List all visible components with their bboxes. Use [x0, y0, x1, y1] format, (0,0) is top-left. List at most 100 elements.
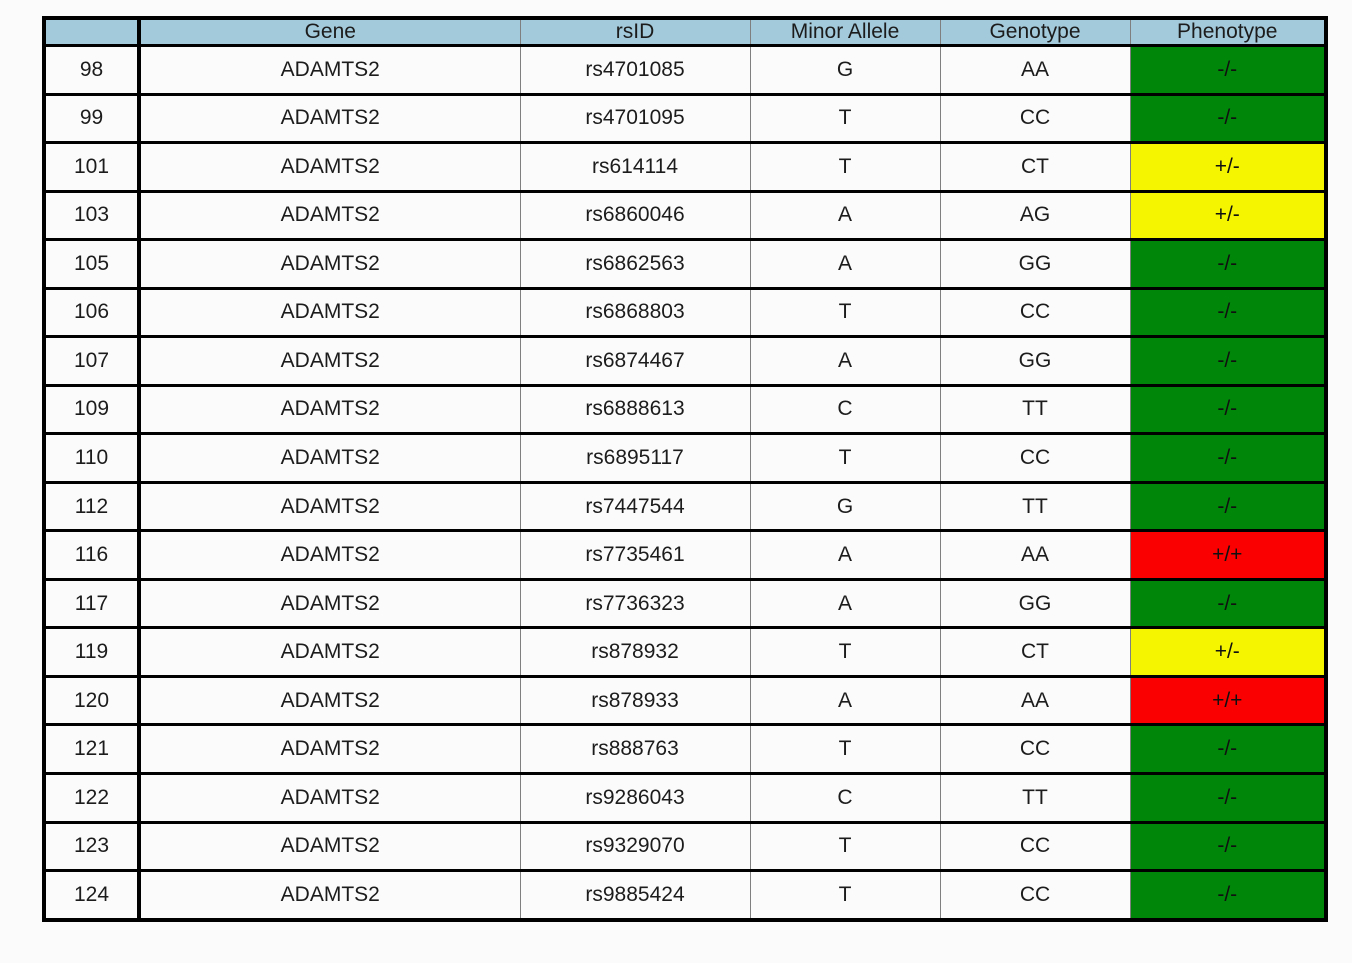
header-gene: Gene — [138, 16, 521, 47]
genotype-cell: AG — [939, 189, 1131, 242]
minor-allele-cell: T — [749, 92, 941, 145]
minor-allele-cell: G — [749, 44, 941, 96]
genotype-cell: CT — [939, 626, 1131, 678]
row-number-cell: 123 — [43, 820, 141, 873]
row-number-cell: 99 — [43, 92, 141, 145]
genotype-cell: AA — [939, 529, 1131, 581]
row-number-cell: 110 — [43, 432, 141, 484]
gene-cell: ADAMTS2 — [138, 189, 521, 242]
gene-cell: ADAMTS2 — [138, 869, 521, 922]
table-row: 105 ADAMTS2 rs6862563 A GG -/- — [43, 238, 1327, 290]
minor-allele-cell: A — [749, 189, 941, 242]
table-body: 98 ADAMTS2 rs4701085 G AA -/- 99 ADAMTS2 rs47010… — [43, 44, 1327, 922]
rsid-cell: rs878933 — [519, 674, 751, 727]
row-number-cell: 124 — [43, 869, 141, 922]
minor-allele-cell: T — [749, 286, 941, 339]
rsid-cell: rs614114 — [519, 141, 751, 193]
minor-allele-cell: G — [749, 480, 941, 533]
genotype-cell: CT — [939, 141, 1131, 193]
row-number-cell: 105 — [43, 238, 141, 290]
rsid-cell: rs6868803 — [519, 286, 751, 339]
table-row: 123 ADAMTS2 rs9329070 T CC -/- — [43, 820, 1327, 873]
table-row: 103 ADAMTS2 rs6860046 A AG +/- — [43, 189, 1327, 242]
gene-cell: ADAMTS2 — [138, 141, 521, 193]
gene-cell: ADAMTS2 — [138, 771, 521, 824]
phenotype-cell: -/- — [1129, 480, 1327, 533]
rsid-cell: rs4701095 — [519, 92, 751, 145]
table-row: 117 ADAMTS2 rs7736323 A GG -/- — [43, 577, 1327, 630]
phenotype-cell: -/- — [1129, 335, 1327, 387]
gene-cell: ADAMTS2 — [138, 674, 521, 727]
genotype-cell: TT — [939, 771, 1131, 824]
genotype-cell: CC — [939, 820, 1131, 873]
gene-cell: ADAMTS2 — [138, 480, 521, 533]
gene-cell: ADAMTS2 — [138, 626, 521, 678]
header-row-number — [43, 16, 141, 47]
rsid-cell: rs888763 — [519, 723, 751, 775]
gene-cell: ADAMTS2 — [138, 92, 521, 145]
gene-cell: ADAMTS2 — [138, 335, 521, 387]
gene-cell: ADAMTS2 — [138, 577, 521, 630]
row-number-cell: 119 — [43, 626, 141, 678]
row-number-cell: 103 — [43, 189, 141, 242]
table-row: 106 ADAMTS2 rs6868803 T CC -/- — [43, 286, 1327, 339]
minor-allele-cell: T — [749, 141, 941, 193]
rsid-cell: rs878932 — [519, 626, 751, 678]
genotype-cell: CC — [939, 723, 1131, 775]
gene-cell: ADAMTS2 — [138, 44, 521, 96]
phenotype-cell: +/+ — [1129, 529, 1327, 581]
rsid-cell: rs6895117 — [519, 432, 751, 484]
table-row: 116 ADAMTS2 rs7735461 A AA +/+ — [43, 529, 1327, 581]
row-number-cell: 98 — [43, 44, 141, 96]
genotype-cell: AA — [939, 44, 1131, 96]
phenotype-cell: -/- — [1129, 383, 1327, 436]
row-number-cell: 121 — [43, 723, 141, 775]
genotype-cell: CC — [939, 432, 1131, 484]
table-row: 121 ADAMTS2 rs888763 T CC -/- — [43, 723, 1327, 775]
phenotype-cell: -/- — [1129, 238, 1327, 290]
row-number-cell: 116 — [43, 529, 141, 581]
rsid-cell: rs6862563 — [519, 238, 751, 290]
rsid-cell: rs9329070 — [519, 820, 751, 873]
phenotype-cell: -/- — [1129, 286, 1327, 339]
row-number-cell: 109 — [43, 383, 141, 436]
minor-allele-cell: T — [749, 432, 941, 484]
minor-allele-cell: T — [749, 626, 941, 678]
phenotype-cell: -/- — [1129, 820, 1327, 873]
table-row: 112 ADAMTS2 rs7447544 G TT -/- — [43, 480, 1327, 533]
table-row: 110 ADAMTS2 rs6895117 T CC -/- — [43, 432, 1327, 484]
minor-allele-cell: A — [749, 674, 941, 727]
genotype-cell: AA — [939, 674, 1131, 727]
header-phenotype: Phenotype — [1129, 16, 1327, 47]
genotype-cell: GG — [939, 335, 1131, 387]
minor-allele-cell: T — [749, 869, 941, 922]
minor-allele-cell: A — [749, 577, 941, 630]
row-number-cell: 112 — [43, 480, 141, 533]
table-row: 124 ADAMTS2 rs9885424 T CC -/- — [43, 869, 1327, 922]
minor-allele-cell: A — [749, 238, 941, 290]
table-row: 122 ADAMTS2 rs9286043 C TT -/- — [43, 771, 1327, 824]
rsid-cell: rs7736323 — [519, 577, 751, 630]
rsid-cell: rs7447544 — [519, 480, 751, 533]
table-row: 98 ADAMTS2 rs4701085 G AA -/- — [43, 44, 1327, 96]
phenotype-cell: -/- — [1129, 723, 1327, 775]
row-number-cell: 122 — [43, 771, 141, 824]
header-row: Gene rsID Minor Allele Genotype Phenotyp… — [43, 16, 1327, 47]
genotype-table: Gene rsID Minor Allele Genotype Phenotyp… — [42, 16, 1328, 922]
rsid-cell: rs4701085 — [519, 44, 751, 96]
table-row: 99 ADAMTS2 rs4701095 T CC -/- — [43, 92, 1327, 145]
genotype-cell: TT — [939, 480, 1131, 533]
rsid-cell: rs9286043 — [519, 771, 751, 824]
minor-allele-cell: C — [749, 771, 941, 824]
minor-allele-cell: A — [749, 529, 941, 581]
phenotype-cell: -/- — [1129, 869, 1327, 922]
phenotype-cell: -/- — [1129, 577, 1327, 630]
phenotype-cell: +/- — [1129, 141, 1327, 193]
table-row: 120 ADAMTS2 rs878933 A AA +/+ — [43, 674, 1327, 727]
rsid-cell: rs7735461 — [519, 529, 751, 581]
minor-allele-cell: T — [749, 723, 941, 775]
gene-cell: ADAMTS2 — [138, 723, 521, 775]
table-row: 109 ADAMTS2 rs6888613 C TT -/- — [43, 383, 1327, 436]
table-row: 101 ADAMTS2 rs614114 T CT +/- — [43, 141, 1327, 193]
